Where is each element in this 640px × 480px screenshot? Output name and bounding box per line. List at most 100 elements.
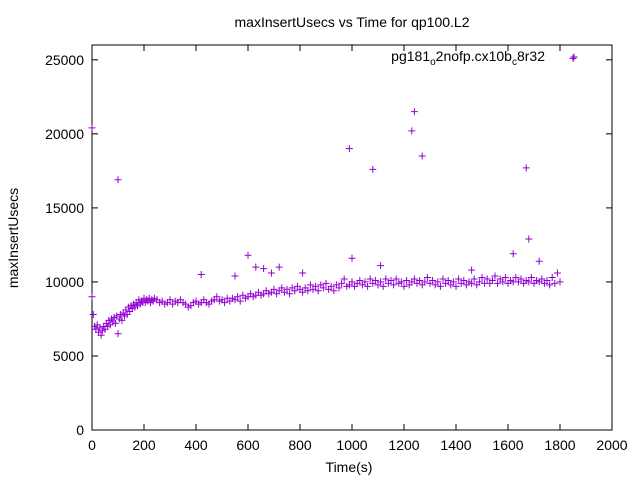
- y-axis-title: maxInsertUsecs: [5, 188, 21, 288]
- data-point: [89, 311, 97, 318]
- data-point: [369, 165, 377, 173]
- data-point: [231, 272, 239, 280]
- data-point: [525, 278, 533, 286]
- data-point: [335, 284, 343, 292]
- data-point: [236, 297, 244, 305]
- data-point: [314, 287, 322, 295]
- data-point: [418, 152, 426, 160]
- data-point: [410, 108, 418, 116]
- data-point: [488, 276, 496, 284]
- data-point: [88, 124, 96, 132]
- legend: pg181o2nofp.cx10bc8r32: [391, 48, 578, 68]
- data-point: [449, 278, 457, 286]
- y-axis: 0 5000 10000 15000 20000 25000: [45, 52, 612, 438]
- legend-label: pg181o2nofp.cx10bc8r32: [391, 48, 545, 68]
- data-point: [468, 266, 476, 274]
- data-point: [491, 272, 499, 280]
- data-point: [356, 276, 364, 284]
- data-point: [522, 164, 530, 172]
- data-point: [306, 281, 314, 289]
- data-point: [512, 273, 520, 281]
- legend-marker-glyph: [570, 53, 578, 61]
- data-point: [327, 282, 335, 290]
- data-point: [340, 275, 348, 283]
- data-point: [348, 254, 356, 262]
- data-point: [304, 287, 312, 295]
- data-point: [88, 293, 96, 301]
- data-point: [270, 285, 278, 293]
- x-tick-label: 1400: [440, 437, 471, 453]
- data-point: [494, 279, 502, 287]
- x-tick-label: 1200: [388, 437, 419, 453]
- data-point: [468, 279, 476, 287]
- data-point: [455, 275, 463, 283]
- data-point: [348, 278, 356, 286]
- y-tick-label: 0: [76, 422, 84, 438]
- legend-label-part: pg181: [391, 48, 430, 64]
- x-tick-label: 1600: [492, 437, 523, 453]
- x-axis: 0 200 400 600 800 1000 1200 1400 1600 1800 2000: [88, 45, 628, 453]
- x-tick-label: 1800: [544, 437, 575, 453]
- data-point: [361, 278, 369, 286]
- data-point: [387, 276, 395, 284]
- x-tick-label: 200: [132, 437, 156, 453]
- data-point: [213, 293, 221, 301]
- data-point: [410, 275, 418, 283]
- data-point: [299, 288, 307, 296]
- plot-frame: [91, 44, 613, 431]
- data-point: [403, 276, 411, 284]
- data-point: [379, 282, 387, 290]
- data-point: [470, 275, 478, 283]
- chart-title: maxInsertUsecs vs Time for qp100.L2: [235, 14, 470, 30]
- legend-label-subscript: o: [430, 57, 436, 68]
- data-point: [436, 282, 444, 290]
- data-point: [444, 276, 452, 284]
- data-point: [97, 331, 105, 339]
- x-tick-label: 1000: [336, 437, 367, 453]
- data-point: [478, 273, 486, 281]
- data-point: [483, 275, 491, 283]
- data-point: [114, 330, 122, 338]
- data-point: [501, 273, 509, 281]
- data-point: [499, 278, 507, 286]
- data-point: [278, 284, 286, 292]
- data-point: [535, 257, 543, 265]
- data-point: [423, 273, 431, 281]
- x-tick-label: 400: [184, 437, 208, 453]
- data-point: [416, 276, 424, 284]
- legend-label-part: 8r32: [517, 48, 545, 64]
- y-tick-label: 15000: [45, 200, 84, 216]
- data-point: [283, 285, 291, 293]
- data-point: [111, 319, 119, 327]
- data-point: [382, 275, 390, 283]
- data-point: [392, 275, 400, 283]
- data-point: [548, 273, 556, 281]
- x-tick-label: 0: [88, 437, 96, 453]
- y-tick-label: 5000: [53, 348, 84, 364]
- data-point: [517, 275, 525, 283]
- y-tick-label: 25000: [45, 52, 84, 68]
- data-point: [114, 176, 122, 184]
- data-point: [364, 282, 372, 290]
- data-point: [260, 265, 268, 273]
- data-point: [345, 145, 353, 153]
- data-points: [88, 54, 577, 339]
- data-point: [377, 262, 385, 270]
- data-point: [408, 127, 416, 135]
- data-point: [439, 275, 447, 283]
- data-point: [546, 281, 554, 289]
- y-tick-label: 10000: [45, 274, 84, 290]
- data-point: [275, 263, 283, 271]
- data-point: [390, 281, 398, 289]
- data-point: [400, 282, 408, 290]
- x-tick-label: 600: [236, 437, 260, 453]
- data-point: [553, 269, 561, 277]
- data-point: [460, 276, 468, 284]
- data-point: [312, 282, 320, 290]
- data-point: [538, 275, 546, 283]
- data-point: [286, 290, 294, 298]
- data-point: [509, 250, 517, 258]
- data-point: [330, 287, 338, 295]
- data-point: [569, 54, 577, 62]
- y-tick-label: 20000: [45, 126, 84, 142]
